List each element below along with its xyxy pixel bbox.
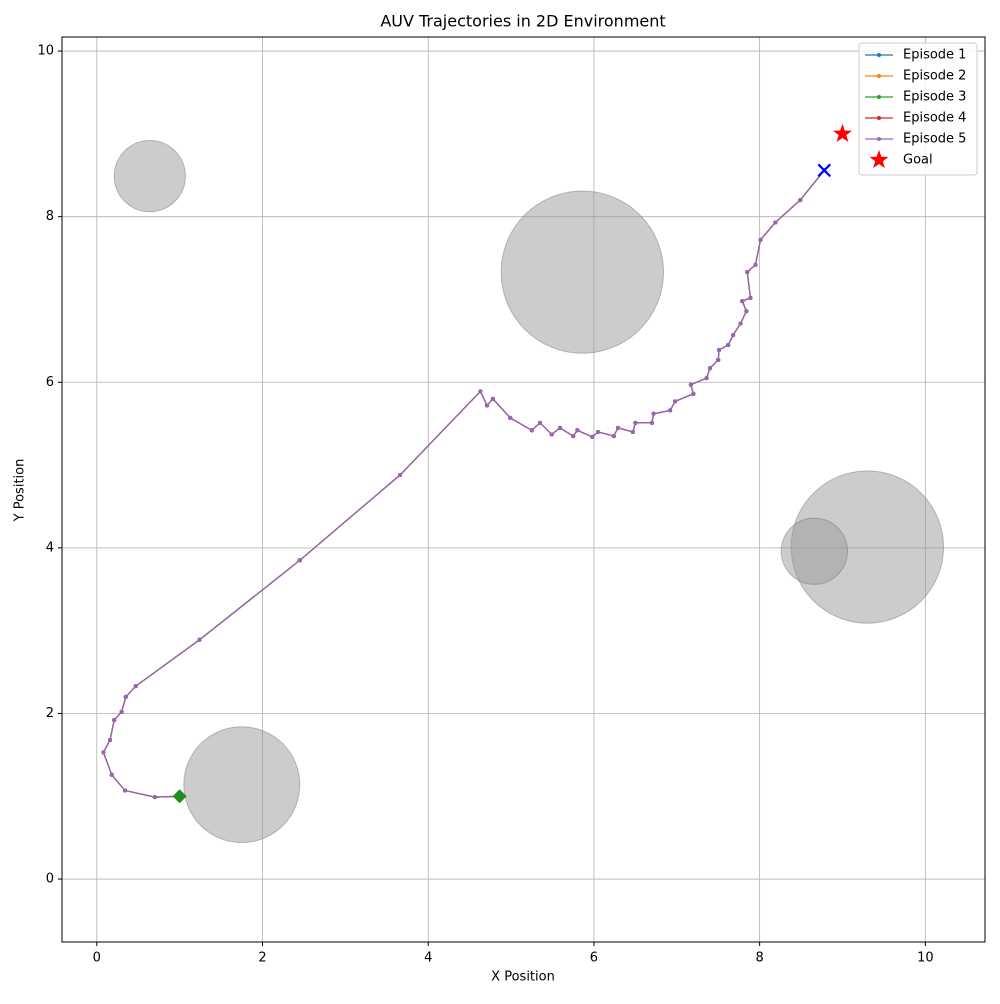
trajectory-point bbox=[707, 366, 712, 371]
legend-dot bbox=[877, 74, 881, 78]
trajectory-point bbox=[197, 637, 202, 642]
y-tick-label: 8 bbox=[46, 209, 54, 224]
trajectory-point bbox=[108, 737, 113, 742]
x-tick-label: 10 bbox=[917, 951, 934, 966]
trajectory-point bbox=[731, 333, 736, 338]
trajectory-point bbox=[590, 434, 595, 439]
trajectory-point bbox=[557, 425, 562, 430]
trajectory-point bbox=[549, 432, 554, 437]
legend-label: Goal bbox=[903, 153, 933, 168]
chart-title: AUV Trajectories in 2D Environment bbox=[380, 12, 665, 31]
trajectory-point bbox=[753, 262, 758, 267]
obstacle bbox=[780, 517, 848, 585]
trajectory-point bbox=[508, 415, 513, 420]
trajectory-point bbox=[717, 347, 722, 352]
obstacle bbox=[113, 139, 186, 213]
trajectory-point bbox=[716, 357, 721, 362]
y-tick-label: 4 bbox=[46, 540, 54, 555]
y-tick-label: 0 bbox=[46, 872, 54, 887]
legend-label: Episode 3 bbox=[903, 90, 966, 105]
goal-marker bbox=[833, 123, 852, 142]
trajectory-point bbox=[740, 299, 745, 304]
trajectory-point bbox=[122, 788, 127, 793]
trajectory-point bbox=[611, 434, 616, 439]
trajectory-point bbox=[738, 321, 743, 326]
legend-dot bbox=[877, 53, 881, 57]
trajectory-point bbox=[119, 709, 124, 714]
trajectory-point bbox=[615, 425, 620, 430]
legend-dot bbox=[877, 116, 881, 120]
y-tick-label: 6 bbox=[46, 375, 54, 390]
trajectory-point bbox=[101, 750, 106, 755]
trajectory-point bbox=[649, 420, 654, 425]
trajectory-point bbox=[673, 399, 678, 404]
trajectory-point bbox=[691, 391, 696, 396]
legend-label: Episode 5 bbox=[903, 132, 966, 147]
legend-dot bbox=[877, 95, 881, 99]
start-marker bbox=[172, 789, 187, 804]
trajectory-point bbox=[529, 428, 534, 433]
plot-frame bbox=[61, 36, 986, 943]
y-axis-label: Y Position bbox=[13, 459, 28, 523]
trajectory-point bbox=[748, 295, 753, 300]
trajectory-point bbox=[651, 411, 656, 416]
x-tick-label: 0 bbox=[93, 951, 101, 966]
x-axis-label: X Position bbox=[491, 970, 555, 985]
trajectory-point bbox=[133, 684, 138, 689]
trajectory-point bbox=[575, 428, 580, 433]
y-tick-label: 10 bbox=[37, 44, 54, 59]
trajectory-point bbox=[398, 473, 403, 478]
y-tick-label: 2 bbox=[46, 706, 54, 721]
trajectory-point bbox=[297, 558, 302, 563]
trajectory-point bbox=[596, 429, 601, 434]
x-tick-label: 2 bbox=[258, 951, 266, 966]
legend-goal-icon bbox=[869, 150, 889, 169]
trajectory-point bbox=[490, 396, 495, 401]
trajectory-point bbox=[744, 309, 749, 314]
trajectory-point bbox=[758, 237, 763, 242]
trajectory-point bbox=[726, 343, 731, 348]
trajectory-point bbox=[478, 389, 483, 394]
trajectory-point bbox=[571, 434, 576, 439]
trajectory-point bbox=[745, 270, 750, 275]
x-tick-label: 6 bbox=[590, 951, 598, 966]
end-marker bbox=[817, 163, 832, 178]
trajectory-point bbox=[798, 198, 803, 203]
legend-label: Episode 2 bbox=[903, 69, 966, 84]
trajectory-point bbox=[109, 772, 114, 777]
trajectory-point bbox=[152, 795, 157, 800]
x-tick-label: 4 bbox=[424, 951, 432, 966]
trajectory-point bbox=[485, 403, 490, 408]
trajectory-point bbox=[123, 694, 128, 699]
legend-label: Episode 1 bbox=[903, 48, 966, 63]
trajectory-point bbox=[668, 408, 673, 413]
x-tick-label: 8 bbox=[755, 951, 763, 966]
trajectory-point bbox=[630, 429, 635, 434]
trajectory-point bbox=[112, 718, 117, 723]
trajectory-point bbox=[704, 376, 709, 381]
trajectory-point bbox=[773, 220, 778, 225]
legend-label: Episode 4 bbox=[903, 111, 966, 126]
obstacle bbox=[183, 726, 301, 844]
trajectory-point bbox=[688, 382, 693, 387]
trajectory-point bbox=[538, 420, 543, 425]
legend-dot bbox=[877, 137, 881, 141]
obstacle bbox=[500, 190, 665, 354]
trajectory-point bbox=[633, 420, 638, 425]
